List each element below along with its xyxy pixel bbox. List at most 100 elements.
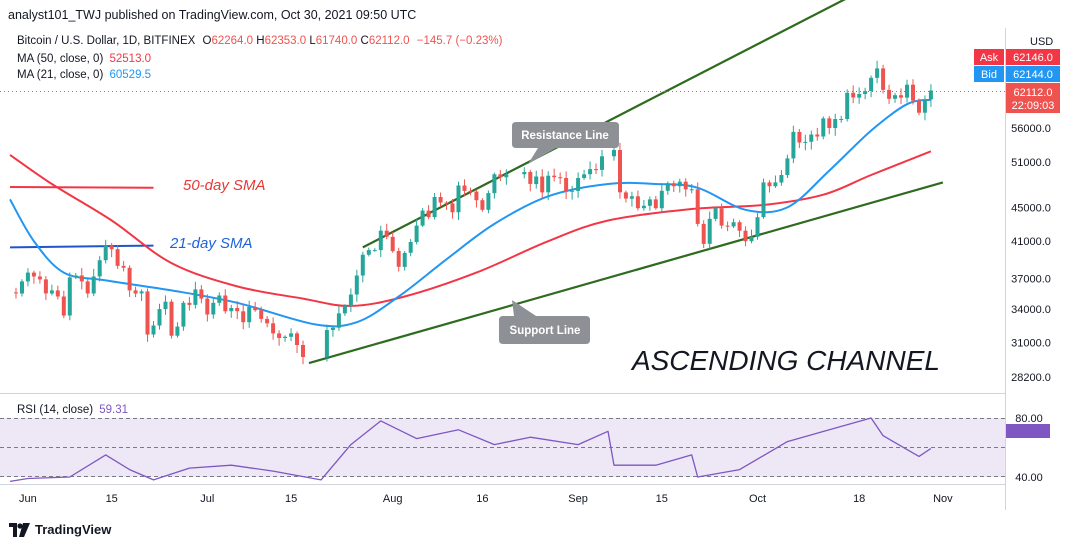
- candle: [271, 317, 276, 340]
- candle: [582, 169, 587, 180]
- candle: [73, 272, 78, 280]
- candle: [14, 287, 18, 299]
- candle: [456, 181, 461, 220]
- brand-name: TradingView: [35, 522, 112, 537]
- candle-body: [689, 189, 694, 191]
- candle-body: [869, 77, 874, 91]
- candle-body: [558, 177, 563, 179]
- candle-body: [683, 181, 688, 190]
- candle: [857, 87, 862, 104]
- channel-title: ASCENDING CHANNEL: [630, 345, 940, 376]
- candle: [845, 89, 850, 122]
- candle: [444, 201, 449, 210]
- candle-body: [905, 84, 909, 98]
- candle-body: [115, 249, 120, 266]
- candle-body: [336, 313, 341, 328]
- time-tick-label: Nov: [933, 493, 953, 505]
- candle: [43, 276, 48, 301]
- candle-body: [61, 296, 66, 316]
- candle: [402, 251, 407, 271]
- candle-body: [175, 326, 180, 336]
- candle-body: [145, 291, 150, 335]
- candle: [761, 178, 766, 219]
- candle-body: [522, 172, 527, 175]
- candle: [863, 87, 868, 100]
- tradingview-logo[interactable]: TradingView: [9, 522, 111, 537]
- candle-body: [659, 190, 664, 209]
- candle-body: [498, 174, 503, 178]
- candle-body: [797, 131, 802, 143]
- price-tick-label: 28200.0: [1011, 372, 1051, 384]
- candle: [420, 208, 425, 227]
- ma21-legend[interactable]: MA (21, close, 0) 60529.5: [17, 69, 152, 81]
- candle: [558, 172, 563, 184]
- candle-body: [193, 289, 198, 305]
- candle-body: [271, 323, 276, 334]
- candle: [384, 223, 389, 240]
- time-tick-label: 15: [285, 493, 297, 505]
- candle: [372, 248, 377, 252]
- candle-body: [211, 302, 216, 315]
- symbol-name[interactable]: Bitcoin / U.S. Dollar, 1D, BITFINEX: [17, 35, 196, 47]
- candle: [881, 64, 886, 94]
- publisher-line: analyst101_TWJ published on TradingView.…: [8, 8, 417, 22]
- last-price-box: 62112.0 22:09:03: [1006, 83, 1060, 113]
- candle: [211, 298, 216, 319]
- candle-body: [928, 90, 933, 100]
- time-tick-label: Jul: [200, 493, 214, 505]
- candle-body: [103, 245, 108, 261]
- candle: [205, 294, 210, 322]
- candle: [552, 168, 557, 182]
- candle: [330, 325, 335, 337]
- candle: [540, 169, 545, 199]
- time-tick-label: Oct: [749, 493, 766, 505]
- candle: [229, 304, 234, 318]
- time-tick-label: 15: [656, 493, 668, 505]
- candle-body: [719, 208, 724, 226]
- candle: [151, 321, 156, 338]
- candle: [133, 286, 138, 298]
- candle-body: [833, 119, 838, 128]
- candle-body: [205, 298, 210, 315]
- candle: [25, 268, 30, 287]
- candle-body: [815, 134, 820, 137]
- candle-body: [354, 275, 359, 295]
- candle-body: [25, 272, 30, 282]
- time-tick-label: Aug: [383, 493, 403, 505]
- time-tick-label: 15: [106, 493, 118, 505]
- candle-body: [635, 196, 640, 209]
- candle: [103, 239, 108, 264]
- candle-body: [641, 205, 646, 209]
- candle: [289, 328, 294, 342]
- candle: [815, 127, 820, 141]
- candle: [635, 190, 640, 211]
- candle-body: [217, 295, 222, 303]
- candle-body: [139, 291, 144, 294]
- candle-body: [235, 308, 240, 312]
- candle-body: [438, 197, 443, 203]
- candle: [61, 290, 66, 319]
- candle-body: [151, 325, 156, 335]
- candle: [486, 190, 491, 214]
- candle: [576, 172, 581, 198]
- candle-body: [695, 189, 700, 224]
- low-value: 61740.0: [315, 35, 358, 47]
- candle: [839, 115, 844, 123]
- candle: [223, 289, 228, 314]
- rsi-legend[interactable]: RSI (14, close) 59.31: [17, 404, 129, 416]
- candle: [773, 175, 778, 188]
- price-tick-label: 51000.0: [1011, 157, 1051, 169]
- candle-body: [121, 265, 126, 268]
- candle: [378, 225, 383, 258]
- candle: [528, 169, 533, 192]
- candle-body: [157, 309, 162, 326]
- candle-body: [14, 292, 18, 294]
- resistance-line: [362, 0, 846, 249]
- candle-body: [474, 191, 479, 201]
- ma50-legend[interactable]: MA (50, close, 0) 52513.0: [17, 53, 152, 65]
- resistance-label: Resistance Line: [521, 130, 609, 142]
- candle: [277, 330, 282, 346]
- candle-body: [857, 94, 862, 98]
- candle-body: [588, 169, 593, 175]
